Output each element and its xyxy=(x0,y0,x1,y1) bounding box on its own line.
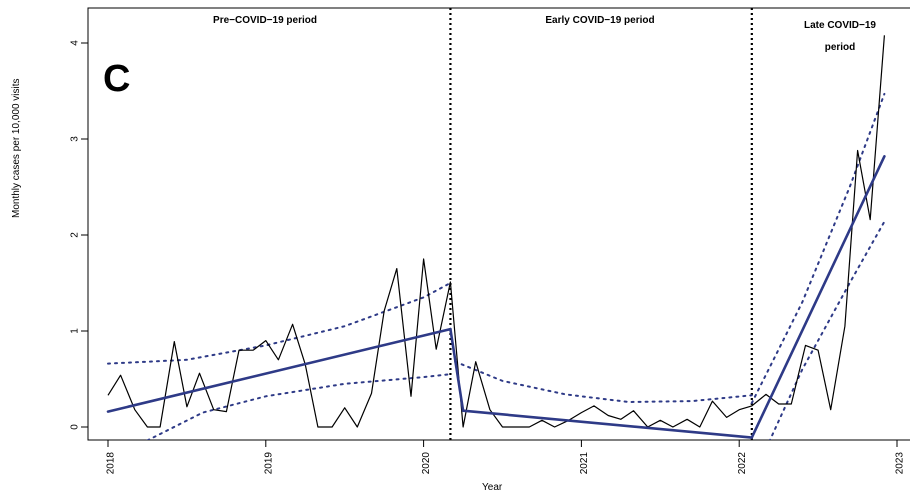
fitted-trend xyxy=(106,155,886,439)
confidence-lower-line xyxy=(455,441,752,479)
confidence-upper-line xyxy=(454,360,753,404)
x-tick-label: 2022 xyxy=(737,452,748,475)
period-label-early: Early COVID−19 period xyxy=(545,15,655,26)
x-tick-label: 2023 xyxy=(895,452,906,475)
confidence-upper-line xyxy=(107,282,452,365)
x-tick-label: 2019 xyxy=(263,452,274,475)
axes: 0 1 2 3 4 2018 2019 2020 2021 2022 2023 xyxy=(70,7,910,475)
x-axis-label: Year xyxy=(482,482,503,493)
panel-letter: C xyxy=(103,58,131,100)
x-tick-label: 2020 xyxy=(421,452,432,475)
fitted-segment xyxy=(106,327,452,413)
plot-frame xyxy=(87,7,910,441)
y-tick-label: 4 xyxy=(70,40,81,46)
confidence-upper-line xyxy=(750,92,886,404)
y-tick-label: 1 xyxy=(70,328,81,334)
confidence-band xyxy=(107,92,886,479)
fitted-segment xyxy=(449,327,465,413)
y-tick-label: 0 xyxy=(70,424,81,430)
confidence-lower-line xyxy=(146,373,452,440)
period-boundaries xyxy=(449,8,753,440)
y-tick-label: 2 xyxy=(70,232,81,238)
period-label-pre: Pre−COVID−19 period xyxy=(213,15,317,26)
confidence-lower-line xyxy=(768,220,886,440)
y-axis-label: Monthly cases per 10,000 visits xyxy=(11,78,22,218)
x-tick-label: 2018 xyxy=(106,452,117,475)
period-label-late: Late COVID−19 period xyxy=(804,20,876,53)
y-tick-label: 3 xyxy=(70,136,81,142)
x-tick-label: 2021 xyxy=(579,452,590,475)
observed-series xyxy=(107,35,885,428)
observed-line xyxy=(107,35,885,428)
fitted-segment xyxy=(750,155,886,439)
fitted-segment xyxy=(461,409,754,439)
